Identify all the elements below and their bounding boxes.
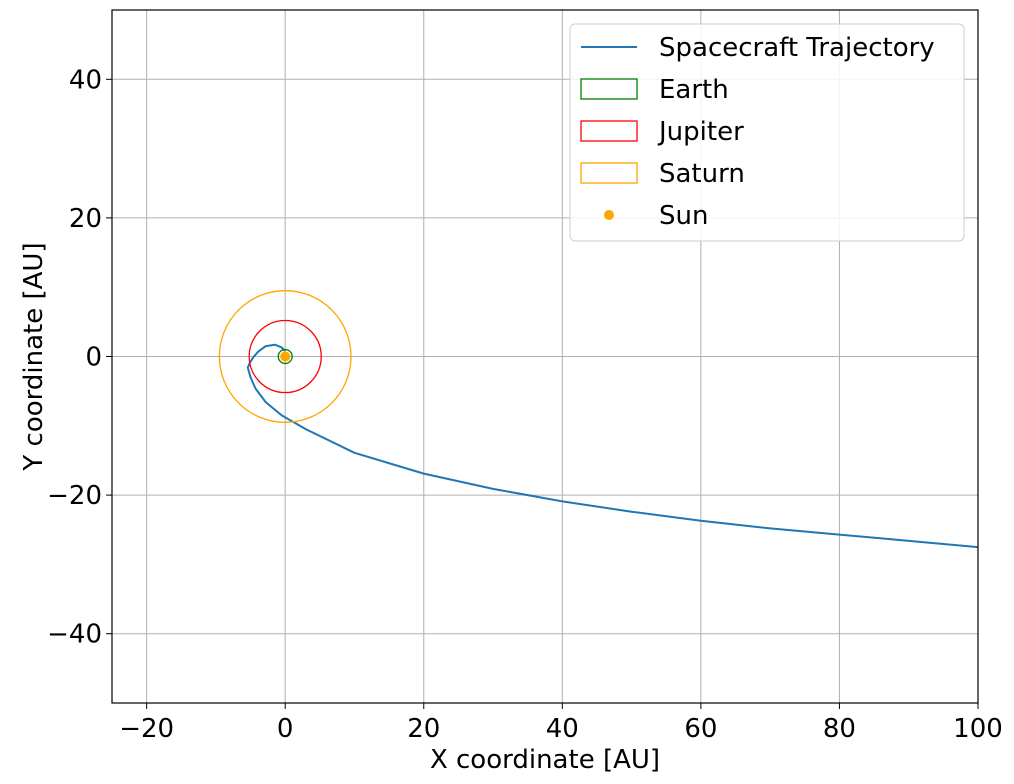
legend-swatch-saturn [580,162,638,184]
x-axis-label: X coordinate [AU] [430,745,660,775]
y-tick-label: −20 [47,481,102,511]
spacecraft-trajectory-line [246,343,978,549]
y-tick-label: 40 [69,65,102,95]
saturn-orbit [218,290,352,423]
jupiter-orbit [248,319,322,394]
x-tick-label: 40 [546,714,579,744]
legend-label-saturn: Saturn [659,159,745,189]
legend-box [569,23,965,242]
legend-label-sun: Sun [659,201,708,231]
y-tick-label: −40 [47,620,102,650]
ticks: −20 0 20 40 60 80 100 −40 −20 0 20 40 [47,65,1003,744]
legend-swatch-sun [604,210,614,220]
plot-area [218,290,978,549]
earth-orbit [277,348,293,365]
x-tick-label: −20 [119,714,174,744]
legend-label-jupiter: Jupiter [657,117,744,147]
sun-point [280,351,291,362]
legend: Spacecraft Trajectory Earth Jupiter Saturn S… [569,23,965,242]
x-tick-label: 0 [277,714,294,744]
legend-swatch-jupiter [580,120,638,142]
legend-label-spacecraft-trajectory: Spacecraft Trajectory [659,33,935,63]
x-tick-label: 20 [407,714,440,744]
y-tick-label: 20 [69,204,102,234]
y-tick-label: 0 [85,343,102,373]
legend-label-earth: Earth [659,75,729,105]
legend-swatch-earth [580,78,638,100]
x-tick-label: 80 [823,714,856,744]
y-axis-label: Y coordinate [AU] [19,242,49,471]
x-tick-label: 60 [684,714,717,744]
x-tick-label: 100 [953,714,1003,744]
